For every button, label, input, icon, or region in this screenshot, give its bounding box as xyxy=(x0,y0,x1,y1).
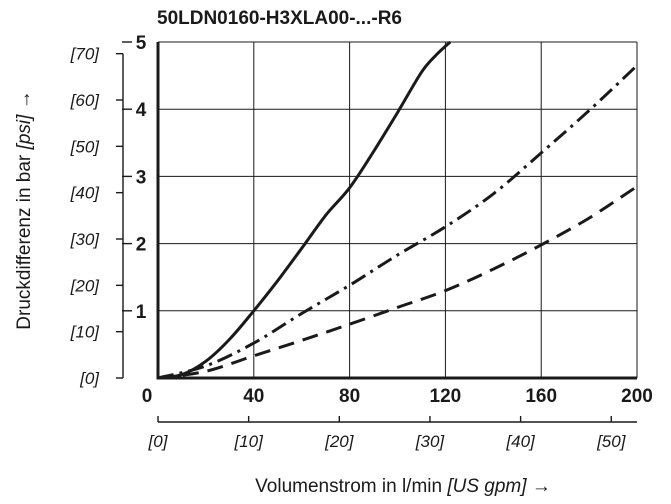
x-tick-label: 80 xyxy=(339,386,360,407)
y-secondary-tick-label: [0] xyxy=(79,369,100,388)
x-tick-label: 160 xyxy=(525,386,557,407)
y-secondary-tick-label: [60] xyxy=(70,91,101,110)
x-axis-label-arrow: → xyxy=(527,476,551,497)
y-secondary-tick-label: [50] xyxy=(70,137,101,156)
grid xyxy=(158,41,638,378)
y-axis-label-unit: [psi] xyxy=(14,114,35,151)
y-tick-label: 1 xyxy=(136,302,147,323)
tick-labels: 1 2 3 4 5 [0] [10] [20] [30] [40] [50] [60] [70] 0 40 8… xyxy=(70,33,653,451)
data-series xyxy=(157,40,639,380)
y-tick-label: 2 xyxy=(136,235,147,256)
y-axis-label: Druckdifferenz in bar [psi] → xyxy=(14,90,35,329)
x-tick-label: 200 xyxy=(621,386,653,407)
x-secondary-tick-label: [20] xyxy=(324,432,355,451)
x-secondary-tick-label: [40] xyxy=(505,432,536,451)
y-tick-label: 4 xyxy=(136,100,147,121)
x-secondary-tick-label: [50] xyxy=(596,432,627,451)
x-tick-label: 0 xyxy=(142,386,153,407)
x-axis-label: Volumenstrom in l/min [US gpm] → xyxy=(255,476,551,497)
x-tick-label: 40 xyxy=(243,386,264,407)
y-secondary-tick-label: [70] xyxy=(70,45,101,64)
series-line-dash-dot xyxy=(157,64,639,380)
y-secondary-tick-label: [10] xyxy=(70,323,101,342)
x-secondary-tick-label: [0] xyxy=(148,432,169,451)
axes xyxy=(116,41,637,423)
y-tick-label: 3 xyxy=(136,167,147,188)
series-line-solid xyxy=(157,40,452,380)
y-axis-label-text: Druckdifferenz in bar xyxy=(14,149,35,329)
y-tick-label: 5 xyxy=(136,33,147,54)
x-axis-label-text: Volumenstrom in l/min xyxy=(255,476,447,497)
y-secondary-tick-label: [30] xyxy=(70,230,101,249)
x-axis-label-unit: [US gpm] xyxy=(446,476,527,497)
chart-title: 50LDN0160-H3XLA00-...-R6 xyxy=(157,8,402,29)
series-line-dashed xyxy=(157,185,638,380)
x-secondary-tick-label: [30] xyxy=(415,432,446,451)
y-axis-label-arrow: → xyxy=(14,90,35,114)
y-secondary-tick-label: [20] xyxy=(70,276,101,295)
x-tick-label: 120 xyxy=(430,386,462,407)
y-secondary-tick-label: [40] xyxy=(70,184,101,203)
x-secondary-tick-label: [10] xyxy=(233,432,264,451)
